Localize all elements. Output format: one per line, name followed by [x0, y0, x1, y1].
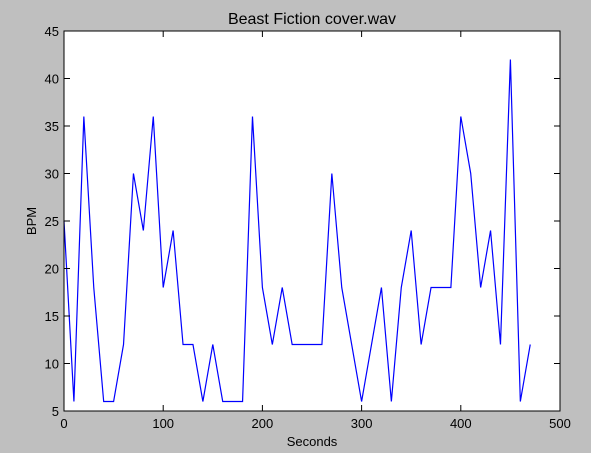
series-line-0 — [63, 59, 531, 403]
chart-title: Beast Fiction cover.wav — [228, 11, 396, 28]
y-tick-label: 15 — [45, 309, 59, 324]
y-tick-label: 20 — [45, 262, 59, 277]
x-tick-label: 100 — [152, 416, 174, 431]
y-tick-label: 35 — [45, 119, 59, 134]
y-axis-label: BPM — [24, 207, 39, 235]
x-tick-label: 400 — [450, 416, 472, 431]
plot-area — [64, 31, 560, 411]
x-tick-label: 500 — [549, 416, 571, 431]
x-tick-label: 300 — [351, 416, 373, 431]
y-tick-label: 30 — [45, 167, 59, 182]
x-tick-label: 200 — [252, 416, 274, 431]
y-tick-label: 40 — [45, 72, 59, 87]
y-tick-label: 10 — [45, 357, 59, 372]
x-tick-label: 0 — [60, 416, 67, 431]
plot-frame — [63, 30, 561, 412]
y-tick-label: 25 — [45, 214, 59, 229]
x-axis-label: Seconds — [287, 434, 338, 449]
y-tick-label: 45 — [45, 24, 59, 39]
y-tick-label: 5 — [52, 404, 59, 419]
